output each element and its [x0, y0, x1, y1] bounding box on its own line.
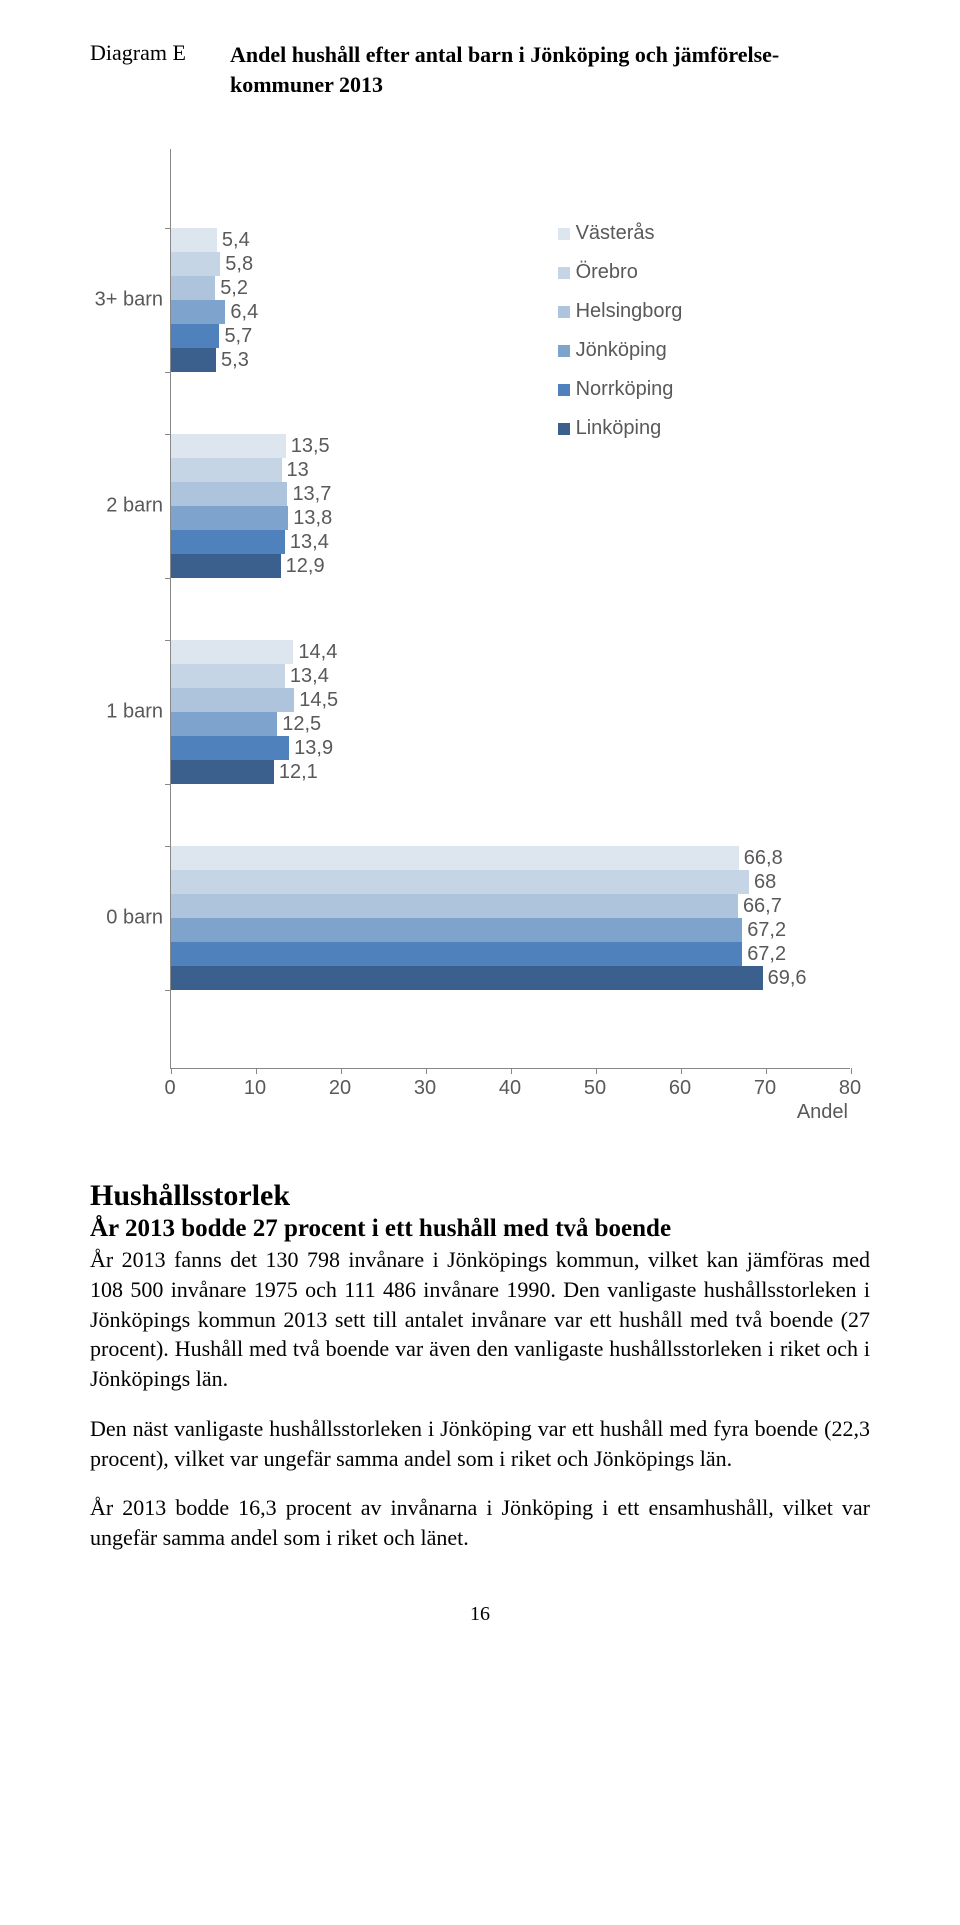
bar-chart: 3+ barn5,45,85,26,45,75,32 barn13,51313,… [90, 149, 860, 1129]
bar [171, 894, 738, 918]
category-label: 0 barn [91, 907, 163, 930]
diagram-title: Andel hushåll efter antal barn i Jönköpi… [230, 40, 870, 99]
bar-value-label: 5,8 [225, 252, 253, 276]
bar-value-label: 13,9 [294, 736, 333, 760]
legend-item: Norrköping [558, 378, 683, 401]
legend-label: Jönköping [576, 339, 667, 362]
bar-value-label: 69,6 [768, 966, 807, 990]
category-label: 3+ barn [91, 289, 163, 312]
bar-value-label: 68 [754, 870, 776, 894]
bar [171, 640, 293, 664]
legend-swatch [558, 345, 570, 357]
category-label: 1 barn [91, 701, 163, 724]
chart-legend: Västerås Örebro Helsingborg Jönköping Norrkö… [558, 222, 683, 456]
bar [171, 348, 216, 372]
bar [171, 846, 739, 870]
bar-value-label: 13,5 [291, 434, 330, 458]
bar-value-label: 5,4 [222, 228, 250, 252]
bar-value-label: 13,4 [290, 530, 329, 554]
bar-value-label: 13 [287, 458, 309, 482]
bar [171, 228, 217, 252]
bar [171, 966, 763, 990]
bar [171, 918, 742, 942]
paragraph: Den näst vanligaste hushållsstorleken i … [90, 1414, 870, 1473]
legend-swatch [558, 423, 570, 435]
legend-swatch [558, 267, 570, 279]
bar [171, 942, 742, 966]
bar [171, 506, 288, 530]
bar [171, 664, 285, 688]
bar-value-label: 67,2 [747, 942, 786, 966]
legend-swatch [558, 384, 570, 396]
page-number: 16 [90, 1603, 870, 1626]
bar-value-label: 66,7 [743, 894, 782, 918]
bar-value-label: 12,1 [279, 760, 318, 784]
legend-item: Jönköping [558, 339, 683, 362]
bar [171, 530, 285, 554]
bar [171, 760, 274, 784]
legend-label: Västerås [576, 222, 655, 245]
bar [171, 458, 282, 482]
bar-value-label: 67,2 [747, 918, 786, 942]
x-tick-label: 60 [669, 1077, 691, 1100]
legend-swatch [558, 306, 570, 318]
legend-swatch [558, 228, 570, 240]
paragraph: År 2013 fanns det 130 798 invånare i Jön… [90, 1245, 870, 1393]
x-tick-label: 50 [584, 1077, 606, 1100]
legend-item: Västerås [558, 222, 683, 245]
x-tick-label: 80 [839, 1077, 861, 1100]
x-tick-label: 0 [164, 1077, 175, 1100]
legend-label: Norrköping [576, 378, 674, 401]
bar [171, 736, 289, 760]
bar-value-label: 13,7 [292, 482, 331, 506]
section-subheading: År 2013 bodde 27 procent i ett hushåll m… [90, 1215, 870, 1243]
x-tick-label: 30 [414, 1077, 436, 1100]
bar [171, 712, 277, 736]
x-tick-label: 40 [499, 1077, 521, 1100]
x-axis-title: Andel [797, 1101, 848, 1124]
legend-label: Linköping [576, 417, 662, 440]
bar [171, 688, 294, 712]
bar [171, 252, 220, 276]
bar-value-label: 5,3 [221, 348, 249, 372]
x-tick-label: 10 [244, 1077, 266, 1100]
bar [171, 324, 219, 348]
x-tick-label: 20 [329, 1077, 351, 1100]
bar [171, 300, 225, 324]
legend-item: Örebro [558, 261, 683, 284]
bar-value-label: 14,5 [299, 688, 338, 712]
diagram-label: Diagram E [90, 40, 230, 66]
legend-item: Helsingborg [558, 300, 683, 323]
legend-item: Linköping [558, 417, 683, 440]
legend-label: Örebro [576, 261, 638, 284]
bar [171, 482, 287, 506]
bar-value-label: 5,7 [224, 324, 252, 348]
bar-value-label: 13,8 [293, 506, 332, 530]
bar-value-label: 6,4 [230, 300, 258, 324]
legend-label: Helsingborg [576, 300, 683, 323]
bar-value-label: 12,9 [286, 554, 325, 578]
bar [171, 434, 286, 458]
bar-value-label: 13,4 [290, 664, 329, 688]
bar-value-label: 14,4 [298, 640, 337, 664]
category-label: 2 barn [91, 495, 163, 518]
bar-value-label: 5,2 [220, 276, 248, 300]
section-heading: Hushållsstorlek [90, 1179, 870, 1213]
x-tick-label: 70 [754, 1077, 776, 1100]
paragraph: År 2013 bodde 16,3 procent av invånarna … [90, 1493, 870, 1552]
bar [171, 276, 215, 300]
bar-value-label: 12,5 [282, 712, 321, 736]
bar [171, 554, 281, 578]
bar [171, 870, 749, 894]
bar-value-label: 66,8 [744, 846, 783, 870]
